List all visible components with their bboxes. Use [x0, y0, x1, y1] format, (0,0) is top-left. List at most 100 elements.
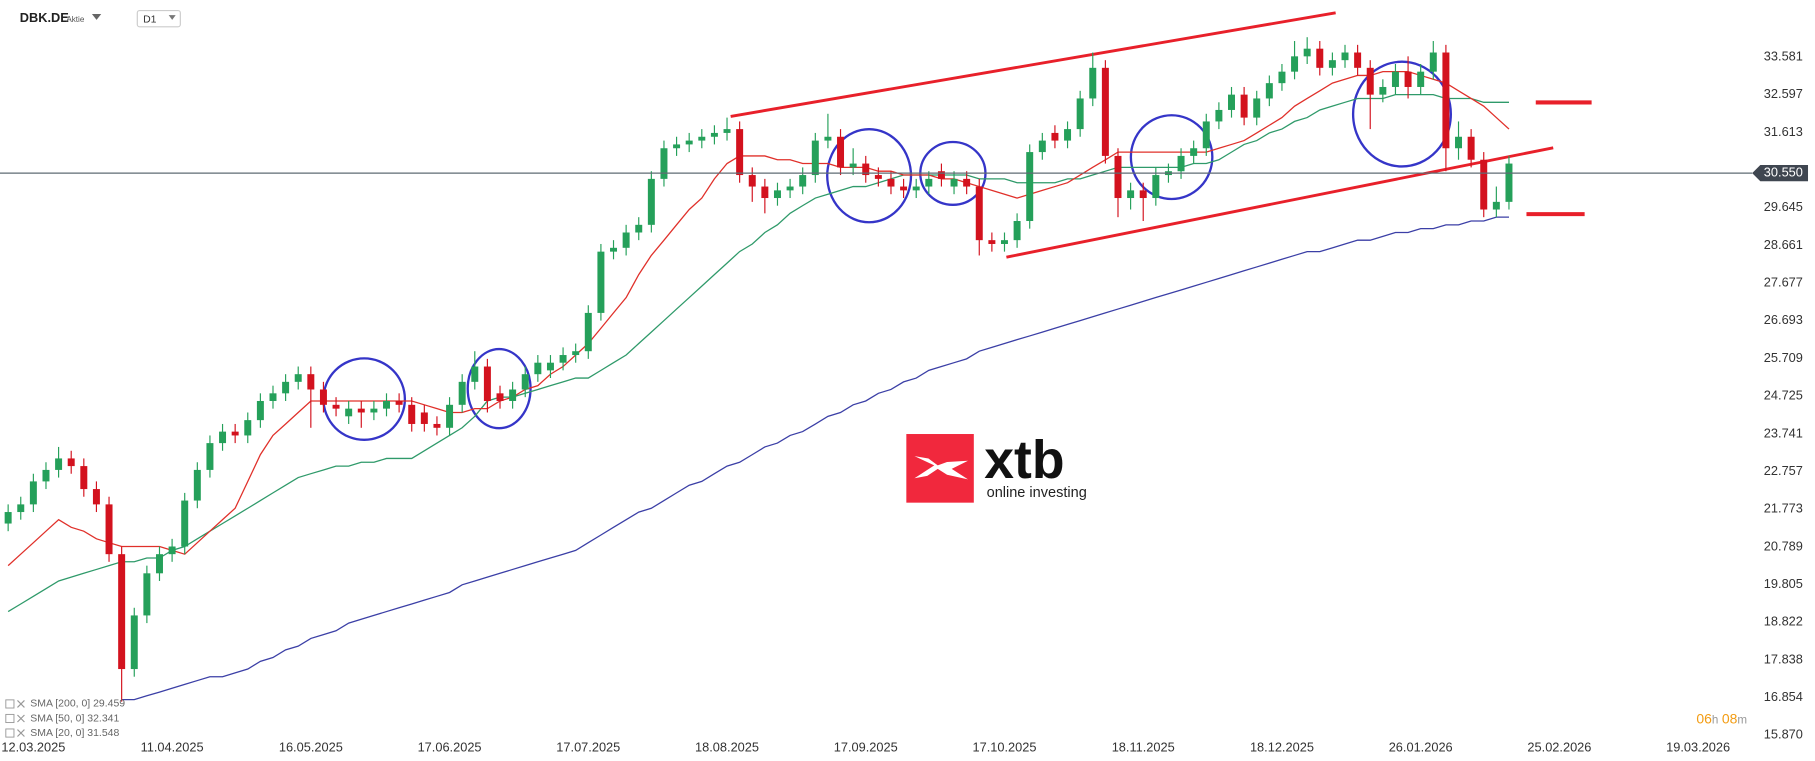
- candle-body: [887, 178, 895, 187]
- candle-body: [433, 423, 441, 428]
- x-tick-label: 17.10.2025: [973, 740, 1037, 755]
- x-tick-label: 18.08.2025: [695, 740, 759, 755]
- logo-x: [914, 456, 968, 480]
- y-tick-label: 25.709: [1764, 350, 1803, 365]
- candle-body: [862, 163, 870, 176]
- candle-body: [1303, 48, 1311, 57]
- symbol[interactable]: DBK.DE: [20, 10, 69, 25]
- candle-body: [837, 136, 845, 168]
- candle-body: [698, 136, 706, 141]
- candle-body: [231, 431, 239, 436]
- y-tick-label: 21.773: [1764, 501, 1803, 516]
- legend-icon: [5, 713, 15, 724]
- y-tick-label: 29.645: [1764, 199, 1803, 214]
- legend-close[interactable]: [17, 729, 25, 737]
- legend-label: SMA [50, 0] 32.341: [30, 713, 119, 724]
- candle-body: [332, 404, 340, 409]
- candle-body: [1354, 52, 1362, 68]
- candle-body: [1492, 201, 1500, 210]
- logo-name: xtb: [984, 431, 1064, 490]
- candle-body: [937, 171, 945, 179]
- candle-body: [748, 175, 756, 187]
- x-tick-label: 17.09.2025: [834, 740, 898, 755]
- candle-body: [483, 366, 491, 401]
- candle-body: [1455, 136, 1463, 149]
- candle-body: [1101, 67, 1109, 156]
- timeframe-box[interactable]: [136, 9, 181, 28]
- candle-body: [1480, 159, 1488, 210]
- candle-body: [1429, 52, 1437, 72]
- timer-minutes: 08: [1722, 711, 1738, 727]
- legend-close[interactable]: [17, 700, 25, 708]
- trend-line[interactable]: [730, 11, 1336, 118]
- candle-body: [219, 431, 227, 444]
- legend-close[interactable]: [17, 714, 25, 723]
- y-tick-label: 17.838: [1764, 651, 1803, 666]
- y-tick-label: 16.854: [1764, 689, 1803, 704]
- candle-body: [900, 186, 908, 191]
- candle-body: [1240, 94, 1248, 118]
- x-tick-label: 26.01.2026: [1389, 740, 1453, 755]
- candle-body: [647, 178, 655, 225]
- x-tick-label: 17.07.2025: [556, 740, 620, 755]
- timer-hours-unit: h: [1712, 714, 1718, 727]
- candle-body: [786, 186, 794, 191]
- candle-body: [420, 412, 428, 424]
- candle-body: [471, 366, 479, 382]
- candle-body: [849, 163, 857, 168]
- candle-body: [1000, 240, 1008, 244]
- sma-line: [121, 216, 1510, 701]
- timeframe[interactable]: D1: [143, 15, 157, 26]
- candle-body: [458, 381, 466, 405]
- candle-body: [1026, 152, 1034, 222]
- current-price-box: [1752, 164, 1809, 182]
- candle-body: [155, 554, 163, 574]
- candle-body: [975, 186, 983, 241]
- candle-body: [4, 512, 12, 524]
- candle-body: [799, 175, 807, 187]
- sma-line: [7, 70, 1510, 567]
- candles-layer: [4, 37, 1513, 702]
- candle-body: [1152, 175, 1160, 199]
- candle-body: [1391, 71, 1399, 87]
- highlight-circle[interactable]: [1351, 60, 1453, 168]
- y-tick-label: 28.661: [1764, 237, 1803, 252]
- highlight-circle[interactable]: [826, 128, 913, 224]
- candle-body: [572, 351, 580, 356]
- candle-body: [1341, 52, 1349, 61]
- candle-body: [282, 381, 290, 394]
- candle-body: [723, 129, 731, 133]
- candle-body: [206, 443, 214, 470]
- candle-body: [307, 374, 315, 390]
- trend-line[interactable]: [1006, 146, 1554, 259]
- candle-body: [673, 144, 681, 149]
- candle-body: [988, 240, 996, 244]
- highlight-circle[interactable]: [1129, 114, 1214, 201]
- price-layer: 30.550: [0, 164, 1809, 182]
- candle-body: [912, 186, 920, 191]
- candle-body: [357, 408, 365, 413]
- candle-body: [1442, 52, 1450, 149]
- logo-tagline: online investing: [987, 485, 1087, 501]
- candle-body: [395, 400, 403, 405]
- symbol-dropdown[interactable]: [91, 14, 102, 20]
- candle-timer: 06h 08m: [1696, 711, 1747, 727]
- candle-body: [80, 466, 88, 490]
- timeframe-dropdown[interactable]: [168, 15, 176, 20]
- candle-body: [244, 420, 252, 436]
- candle-body: [1190, 148, 1198, 156]
- x-tick-label: 18.11.2025: [1112, 740, 1175, 755]
- legend-label: SMA [20, 0] 31.548: [30, 728, 119, 739]
- candle-body: [143, 573, 151, 616]
- candle-body: [1316, 48, 1324, 68]
- candle-body: [92, 489, 100, 505]
- y-tick-label: 23.741: [1764, 425, 1803, 440]
- candle-body: [408, 404, 416, 424]
- candle-body: [67, 458, 75, 467]
- highlight-circle[interactable]: [466, 347, 532, 430]
- instrument-type: Aktie: [66, 15, 85, 24]
- legend-icon: [5, 728, 15, 738]
- candle-body: [925, 178, 933, 187]
